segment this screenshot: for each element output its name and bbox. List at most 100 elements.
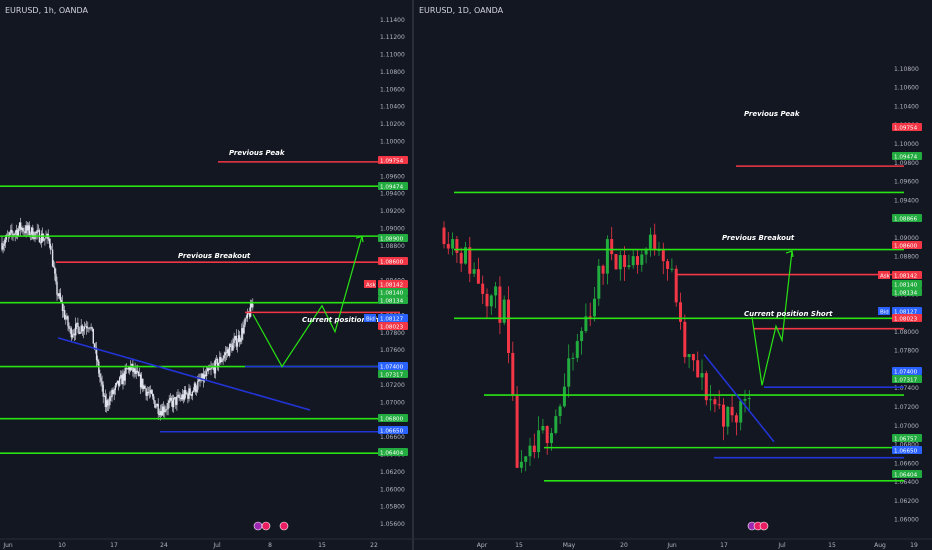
y-tick-label: 1.09600	[380, 173, 405, 180]
price-tag	[892, 434, 922, 442]
candle-body	[451, 239, 455, 249]
price-tag	[892, 446, 922, 454]
price-tag-text: 1.07400	[894, 370, 918, 376]
bid-tag-text: Bid	[880, 310, 889, 316]
price-tag-text: 1.06650	[380, 429, 404, 435]
candle-body	[623, 255, 627, 268]
candle-body	[455, 239, 459, 253]
price-tag-text: 1.08600	[380, 260, 404, 266]
price-tag-text: 1.09474	[894, 155, 918, 161]
candle-body	[545, 426, 549, 444]
candle-body	[614, 254, 618, 270]
y-tick-label: 1.10400	[894, 103, 919, 110]
candle-body	[567, 358, 571, 387]
y-tick-label: 1.06600	[894, 460, 919, 467]
candle-body	[739, 400, 743, 423]
economic-event-icon	[253, 521, 263, 531]
economic-event-icon	[759, 521, 769, 531]
price-tag-text: 1.08140	[894, 283, 918, 289]
candle-body	[618, 255, 622, 270]
price-tag-text: 1.06404	[894, 473, 918, 479]
x-tick-label: Jun	[666, 542, 677, 549]
chart-panel-daily[interactable]: EURUSD, 1D, OANDA 1.10800 1.10600 1.10400 1…	[414, 0, 932, 550]
projection-path	[252, 235, 363, 368]
candle-body	[640, 254, 644, 265]
price-tag	[892, 271, 922, 279]
ask-tag-text: Ask	[366, 283, 377, 289]
candle-body	[679, 302, 682, 322]
candle-body	[468, 247, 472, 274]
candle-body	[657, 249, 661, 251]
chart-panel-hourly[interactable]: EURUSD, 1h, OANDA 1.11400 1.11200 1.11000 1…	[0, 0, 412, 550]
current-position-label: Current position Short	[744, 310, 833, 318]
candle-body	[631, 256, 635, 266]
candle-body	[700, 373, 704, 378]
price-tag-text: 1.09474	[380, 185, 404, 191]
current-position-label: Current position Short	[302, 316, 391, 324]
candle-body	[489, 295, 493, 307]
candle-body	[743, 398, 747, 401]
candle-body	[537, 430, 541, 453]
hourly-chart-svg[interactable]: 1.11400 1.11200 1.11000 1.10800 1.10600 1.104…	[0, 0, 412, 550]
price-tag-text: 1.06650	[894, 449, 918, 455]
price-tag	[892, 314, 922, 322]
price-tag-text: 1.09754	[380, 159, 404, 165]
y-tick-label: 1.06200	[380, 469, 405, 476]
candle-body	[541, 426, 545, 431]
y-tick-label: 1.06200	[894, 498, 919, 505]
candle-body	[747, 398, 751, 400]
panel-divider[interactable]	[412, 0, 414, 550]
price-tag	[378, 296, 408, 304]
y-tick-label: 1.11200	[380, 34, 405, 41]
chart-title: EURUSD, 1h, OANDA	[5, 6, 88, 15]
y-tick-label: 1.10600	[894, 85, 919, 92]
price-tag	[378, 322, 408, 330]
y-tick-label: 1.09000	[380, 225, 405, 232]
candle-body	[502, 299, 506, 323]
candle-body	[524, 456, 528, 462]
daily-chart-svg[interactable]: 1.108001.106001.104001.102001.100001.098…	[414, 0, 932, 550]
economic-event-icon	[261, 521, 271, 531]
candle-body	[464, 247, 467, 264]
price-tag	[892, 375, 922, 383]
candle-body	[683, 321, 687, 358]
price-tag-text: 1.08134	[894, 291, 918, 297]
candle-body	[558, 406, 562, 417]
y-tick-label: 1.10000	[380, 138, 405, 145]
price-tag	[378, 362, 408, 370]
price-tag-text: 1.08866	[894, 217, 918, 223]
candle-body	[562, 386, 566, 407]
ask-tag-text: Ask	[880, 274, 891, 280]
candle-body	[670, 268, 674, 270]
price-tag	[892, 288, 922, 296]
candle-body	[472, 269, 476, 274]
price-tag	[892, 307, 922, 315]
y-tick-label: 1.07600	[380, 347, 405, 354]
price-tag-text: 1.09754	[894, 126, 918, 132]
price-tag-text: 1.08134	[380, 299, 404, 305]
x-tick-label: Aug	[874, 542, 886, 549]
previous-breakout-label: Previous Breakout	[178, 252, 251, 260]
bid-tag	[878, 307, 890, 315]
trend-line	[703, 353, 775, 443]
price-tag-text: 1.08900	[380, 237, 404, 243]
y-tick-label: 1.09400	[894, 197, 919, 204]
bid-tag	[364, 314, 376, 322]
x-tick-label: 15	[515, 542, 523, 549]
bid-tag-text: Bid	[366, 317, 375, 323]
y-tick-label: 1.07000	[380, 399, 405, 406]
candle-body	[554, 416, 558, 433]
y-tick-label: 1.10600	[380, 86, 405, 93]
candle-body	[687, 354, 691, 358]
price-tag	[378, 280, 408, 288]
candle-body	[653, 234, 657, 251]
candle-body	[481, 283, 485, 294]
candle-body	[519, 461, 523, 468]
price-tag-text: 1.08142	[380, 283, 403, 289]
x-tick-label: Apr	[477, 542, 488, 549]
candle-body	[627, 265, 631, 268]
x-tick-label: 8	[268, 542, 272, 549]
price-tag	[378, 426, 408, 434]
candle-body	[704, 373, 708, 401]
candle-body	[580, 331, 584, 342]
